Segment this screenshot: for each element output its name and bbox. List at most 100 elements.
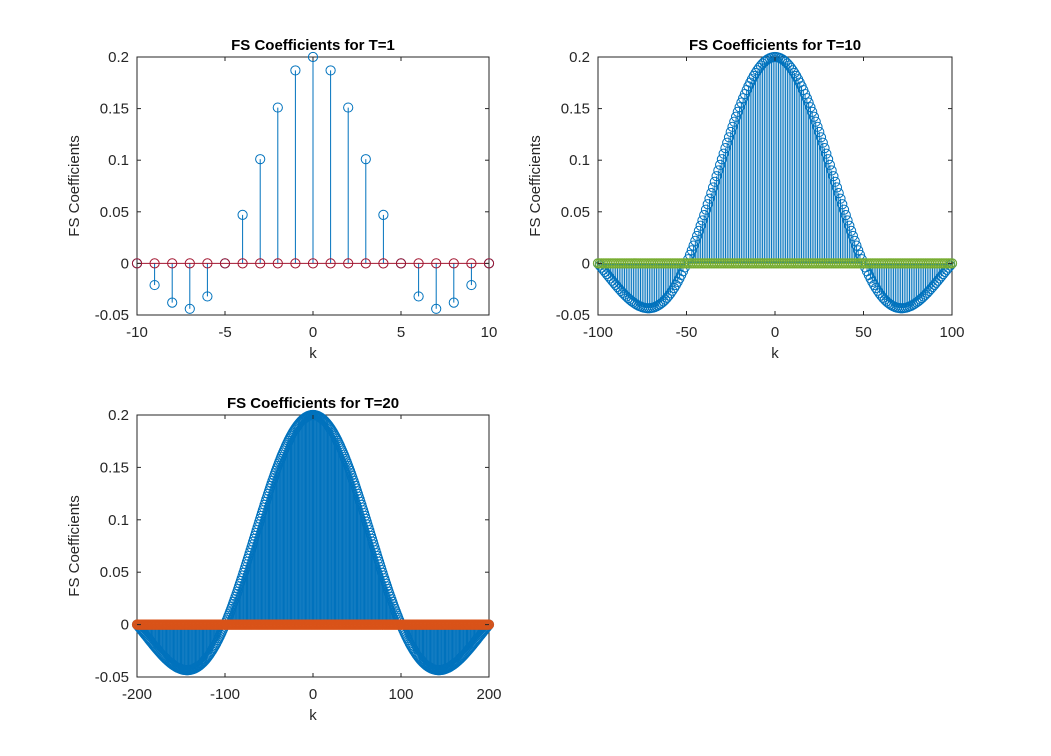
stem-marker xyxy=(202,291,213,302)
data-marker xyxy=(290,258,301,269)
plot-area xyxy=(592,51,958,314)
stem-marker xyxy=(791,70,802,82)
data-marker xyxy=(413,258,424,269)
x-tick-label: 5 xyxy=(397,324,405,341)
data-marker xyxy=(360,258,371,269)
stem-marker xyxy=(720,143,731,154)
stem-marker xyxy=(722,137,733,148)
stem-marker xyxy=(688,240,699,251)
stem-marker xyxy=(653,300,664,311)
x-tick-label: 0 xyxy=(309,324,317,341)
stem-marker xyxy=(920,289,931,300)
x-tick-label: 50 xyxy=(855,324,872,341)
stem-marker xyxy=(718,148,729,159)
y-tick-label: -0.05 xyxy=(95,307,129,324)
stem-marker xyxy=(755,60,766,71)
stem-marker xyxy=(909,298,920,309)
data-marker xyxy=(219,258,231,269)
data-marker xyxy=(395,258,407,269)
stem-marker xyxy=(824,159,835,170)
stem-marker xyxy=(833,187,844,199)
stem-marker xyxy=(817,137,828,148)
stem-marker xyxy=(729,116,740,127)
y-tick-label: 0.2 xyxy=(108,407,129,424)
stem-marker xyxy=(881,296,892,307)
y-tick-label: 0.15 xyxy=(100,101,129,118)
x-tick-label: 200 xyxy=(476,686,501,703)
stem-marker xyxy=(378,209,389,220)
y-tick-label: 0.15 xyxy=(561,101,590,118)
stem-marker xyxy=(184,303,195,314)
stem-marker xyxy=(787,65,798,76)
data-marker xyxy=(255,258,266,269)
data-marker xyxy=(149,258,160,269)
stem-marker xyxy=(838,204,850,215)
stem-marker xyxy=(748,70,759,82)
stem-marker xyxy=(778,55,789,66)
stem-marker xyxy=(700,204,712,215)
stem-marker xyxy=(669,282,680,294)
subplot-3: -200 -100 0 100 200 -0.05 0 0.05 0.1 0.15 0.2 FS Co… xyxy=(66,395,502,724)
y-tick-label: 0.05 xyxy=(100,564,129,581)
stem-marker xyxy=(403,636,415,647)
subplot-2: -100 -50 0 50 100 -0.05 0 0.05 0.1 0.15 0.2 FS Coef… xyxy=(527,37,965,362)
data-marker xyxy=(131,258,143,269)
stem-marker xyxy=(307,51,319,63)
plot-area xyxy=(131,409,495,676)
stem-marker xyxy=(821,148,832,159)
stem-marker xyxy=(849,235,860,246)
stem-marker xyxy=(730,111,742,122)
stem-marker xyxy=(713,165,724,176)
x-tick-label: -200 xyxy=(122,686,152,703)
x-tick-label: -50 xyxy=(676,324,698,341)
stem-marker xyxy=(847,230,858,242)
stem-marker xyxy=(819,143,830,154)
x-axis-label: k xyxy=(771,345,779,362)
stem-marker xyxy=(734,102,745,113)
data-marker xyxy=(431,258,442,269)
stem-marker xyxy=(329,429,340,440)
stem-marker xyxy=(916,292,928,304)
x-tick-label: -5 xyxy=(218,324,231,341)
stem-marker xyxy=(658,296,669,307)
stem-marker xyxy=(907,299,919,310)
stem-marker xyxy=(761,55,772,66)
stem-marker xyxy=(670,279,681,291)
series-2 xyxy=(131,619,495,630)
stem-marker xyxy=(812,121,823,132)
y-axis-label: FS Coefficients xyxy=(66,495,83,596)
stem-marker xyxy=(614,283,625,295)
stem-marker xyxy=(840,210,851,221)
stem-marker xyxy=(431,303,442,314)
data-marker xyxy=(483,619,495,630)
x-tick-label: 10 xyxy=(481,324,498,341)
series-1 xyxy=(131,51,495,314)
stem-marker xyxy=(413,291,424,302)
stem-marker xyxy=(285,432,296,443)
x-tick-label: 100 xyxy=(939,324,964,341)
data-marker xyxy=(343,258,354,269)
y-tick-label: 0.2 xyxy=(569,49,590,66)
y-tick-label: -0.05 xyxy=(556,307,590,324)
stem-marker xyxy=(702,199,713,210)
stem-marker xyxy=(922,287,933,298)
stem-marker xyxy=(667,285,678,296)
data-marker xyxy=(237,258,248,269)
stem-marker xyxy=(775,53,786,64)
stem-marker xyxy=(851,240,862,251)
stem-marker xyxy=(803,97,814,108)
subplot-1: -10 -5 0 5 10 -0.05 0 0.05 0.1 0.15 0.2 FS Coeffici… xyxy=(66,37,497,362)
stem-marker xyxy=(805,102,816,113)
stem-marker xyxy=(801,93,812,104)
stem-marker xyxy=(828,171,839,182)
stem-marker xyxy=(846,225,857,236)
data-marker xyxy=(448,258,459,269)
stem-marker xyxy=(810,116,821,127)
y-tick-label: 0.05 xyxy=(561,204,590,221)
series-1 xyxy=(131,409,495,676)
stem-marker xyxy=(686,245,697,256)
stem-marker xyxy=(690,235,701,246)
stem-marker xyxy=(343,102,354,113)
